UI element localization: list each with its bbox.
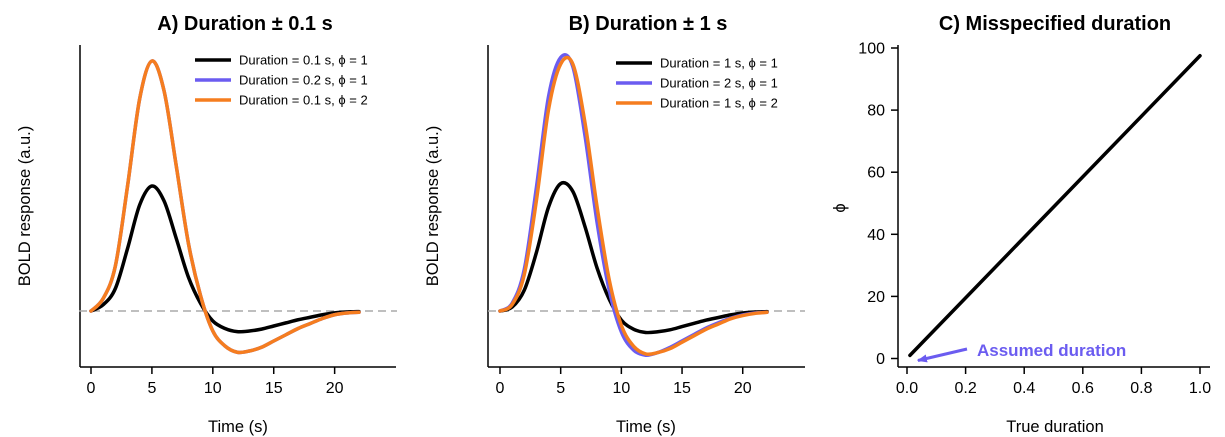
legend-label: Duration = 0.1 s, ϕ = 2	[239, 93, 368, 108]
y-tick-label: 60	[867, 165, 885, 182]
x-tick-label: 20	[734, 380, 752, 397]
panel-a-x-ticks: 0 5 10 15 20	[87, 367, 344, 397]
series-line-3	[89, 59, 361, 355]
panel-c-x-ticks: 0.0 0.2 0.4 0.6 0.8 1.0	[896, 367, 1211, 397]
legend-label: Duration = 2 s, ϕ = 1	[660, 76, 778, 91]
x-tick-label: 10	[612, 380, 630, 397]
panel-b-series	[498, 53, 769, 358]
x-tick-label: 0.6	[1072, 380, 1094, 397]
assumed-duration-label: Assumed duration	[977, 341, 1126, 360]
series-line-3	[498, 55, 769, 357]
panel-c-title: C) Misspecified duration	[939, 13, 1171, 35]
x-tick-label: 20	[326, 380, 344, 397]
x-tick-label: 10	[204, 380, 222, 397]
panel-c-y-ticks: 0 20 40 60 80 100	[858, 41, 898, 368]
panel-a-ylabel: BOLD response (a.u.)	[16, 126, 34, 287]
panel-b-legend: Duration = 1 s, ϕ = 1 Duration = 2 s, ϕ =…	[616, 56, 778, 111]
panel-c: C) Misspecified duration 0.0 0.2 0.4 0.6 0.8…	[831, 13, 1211, 436]
panel-c-ylabel: ϕ	[831, 203, 849, 212]
x-tick-label: 0.0	[896, 380, 918, 397]
x-tick-label: 0	[87, 380, 96, 397]
x-tick-label: 1.0	[1189, 380, 1211, 397]
panel-a-legend: Duration = 0.1 s, ϕ = 1 Duration = 0.2 s,…	[195, 53, 368, 108]
x-tick-label: 0	[496, 380, 505, 397]
x-tick-label: 15	[265, 380, 283, 397]
series-line-1	[498, 180, 769, 335]
y-tick-label: 40	[867, 227, 885, 244]
panel-c-xlabel: True duration	[1006, 418, 1104, 436]
x-tick-label: 5	[147, 380, 156, 397]
panel-a-series	[89, 59, 361, 355]
legend-label: Duration = 0.2 s, ϕ = 1	[239, 73, 368, 88]
panel-b-ylabel: BOLD response (a.u.)	[424, 126, 442, 287]
legend-label: Duration = 1 s, ϕ = 2	[660, 96, 778, 111]
y-tick-label: 100	[858, 41, 885, 58]
x-tick-label: 15	[673, 380, 691, 397]
y-tick-label: 80	[867, 103, 885, 120]
panel-c-series	[908, 54, 1202, 358]
panel-b-x-ticks: 0 5 10 15 20	[496, 367, 752, 397]
x-tick-label: 0.8	[1130, 380, 1152, 397]
panel-b: B) Duration ± 1 s 0 5 10 15 20 Time (s) BOLD…	[424, 13, 805, 436]
y-tick-label: 0	[876, 351, 885, 368]
y-tick-label: 20	[867, 289, 885, 306]
panel-a-xlabel: Time (s)	[208, 418, 268, 436]
panel-b-xlabel: Time (s)	[616, 418, 676, 436]
series-line-1	[908, 54, 1202, 358]
panel-a-title: A) Duration ± 0.1 s	[157, 13, 332, 35]
series-line-1	[89, 184, 361, 334]
legend-label: Duration = 1 s, ϕ = 1	[660, 56, 778, 71]
assumed-duration-arrow	[916, 347, 968, 363]
x-tick-label: 5	[556, 380, 565, 397]
panel-b-title: B) Duration ± 1 s	[569, 13, 728, 35]
x-tick-label: 0.2	[954, 380, 976, 397]
legend-label: Duration = 0.1 s, ϕ = 1	[239, 53, 368, 68]
panel-a: A) Duration ± 0.1 s 0 5 10 15 20 Time (s) BO…	[16, 13, 397, 436]
x-tick-label: 0.4	[1013, 380, 1035, 397]
